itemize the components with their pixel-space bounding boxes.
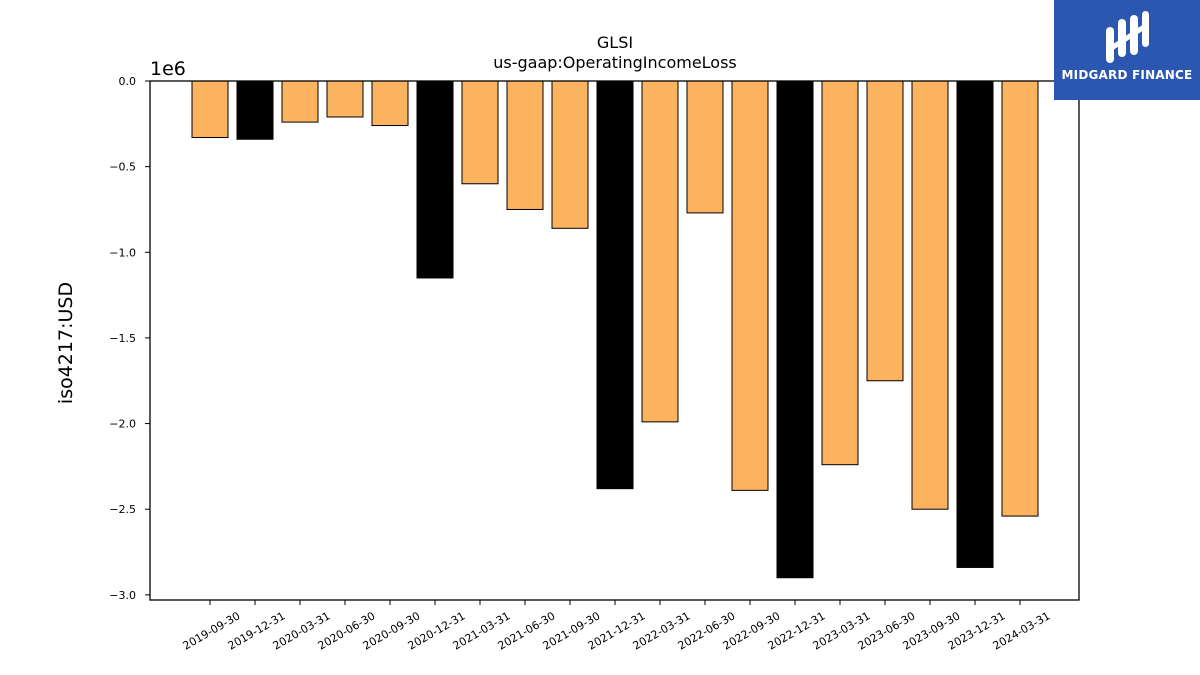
chart-subtitle: us-gaap:OperatingIncomeLoss	[493, 53, 737, 72]
brand-name: MIDGARD FINANCE	[1061, 68, 1193, 82]
bar-2022-06-30	[686, 80, 724, 214]
bar-2022-03-31	[641, 80, 679, 423]
y-multiplier-label: 1e6	[150, 58, 186, 80]
bar-2020-12-31	[416, 80, 454, 279]
bar-2022-12-31	[776, 80, 814, 579]
y-axis-label: iso4217:USD	[55, 282, 77, 404]
bar-2023-03-31	[821, 80, 859, 466]
bar-2021-03-31	[461, 80, 499, 185]
bar-2022-09-30	[731, 80, 769, 491]
brand-logo: MIDGARD FINANCE	[1054, 0, 1200, 100]
y-tick-label: 0.0	[119, 75, 137, 88]
y-axis-ticks: 0.0 −0.5 −1.0 −1.5 −2.0 −2.5 −3.0	[109, 75, 150, 602]
bar-2023-12-31	[956, 80, 994, 568]
bar-2019-09-30	[191, 80, 229, 139]
bar-2021-06-30	[506, 80, 544, 210]
y-tick-label: −1.5	[109, 332, 136, 345]
bar-2023-09-30	[911, 80, 949, 510]
x-axis-ticks: 2019-09-302019-12-312020-03-312020-06-30…	[181, 600, 1053, 653]
bar-2023-06-30	[866, 80, 904, 382]
bar-2020-09-30	[371, 80, 409, 127]
y-tick-label: −3.0	[109, 589, 136, 602]
y-tick-label: −0.5	[109, 161, 136, 174]
bar-2021-09-30	[551, 80, 589, 229]
bar-2020-06-30	[326, 80, 364, 118]
bar-2019-12-31	[236, 80, 274, 140]
plot-frame	[149, 80, 1080, 601]
bar-2021-12-31	[596, 80, 634, 490]
y-tick-label: −1.0	[109, 246, 136, 259]
bars-group	[191, 80, 1039, 579]
bar-2024-03-31	[1001, 80, 1039, 517]
y-tick-label: −2.5	[109, 503, 136, 516]
y-tick-label: −2.0	[109, 418, 136, 431]
bar-2020-03-31	[281, 80, 319, 123]
midgard-logo-icon	[1106, 11, 1149, 63]
chart-title: GLSI	[597, 33, 633, 52]
